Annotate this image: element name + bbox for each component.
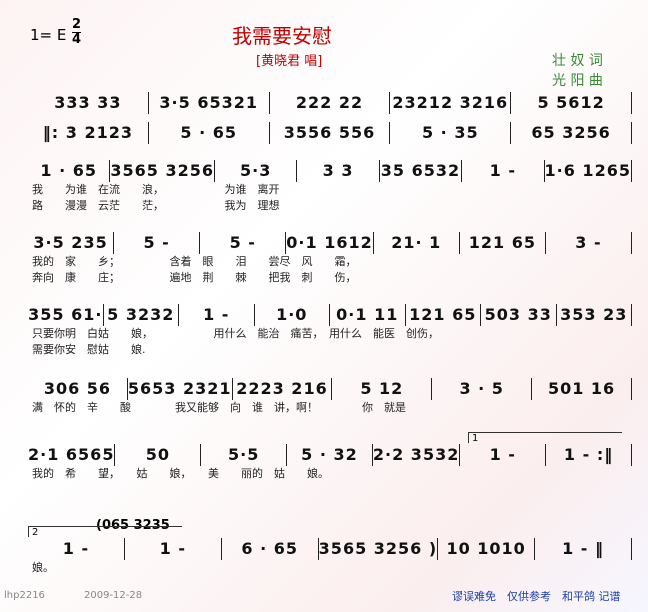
key: 1= E — [30, 26, 67, 44]
measure: 2·1 6565 — [28, 444, 116, 466]
measure: 333 33 — [28, 92, 149, 114]
measure: 5·3 — [215, 160, 298, 182]
measures: ‖: 3 2123 5 · 65 3556 556 5 · 35 65 3256 — [28, 122, 632, 144]
measure: 35 6532 — [380, 160, 463, 182]
measure: 1 - — [28, 538, 125, 560]
lyric-line: 我的 希 望， 姑 娘， 美 丽的 姑 娘。 — [32, 467, 329, 480]
measure: 0·1 1612 — [286, 232, 374, 254]
measure: 3·5 235 — [28, 232, 115, 254]
measure: 1 - :‖ — [546, 444, 632, 466]
composer: 光 阳 曲 — [552, 73, 603, 89]
measure: 1·0 — [255, 304, 330, 326]
score-row: (065 3235 2 1 -1 -6 · 65 3565 3256 ) 10 1010… — [28, 518, 632, 576]
measure: 2223 216 — [233, 378, 333, 400]
measure: 5 · 35 — [390, 122, 512, 144]
measure: 5 · 32 — [287, 444, 373, 466]
lyric-line: 需要你安 慰姑 娘. — [32, 343, 146, 356]
measure: 5 - — [200, 232, 287, 254]
measure: 503 33 — [481, 304, 557, 326]
measure: 3 3 — [297, 160, 380, 182]
measure: 121 65 — [406, 304, 481, 326]
measure: 5 · 65 — [149, 122, 270, 144]
measure: 50 — [115, 444, 202, 466]
lyricist: 壮 奴 词 — [552, 53, 603, 69]
score-row: 306 56 5653 2321 2223 216 5 12 3 · 5 501 16 满 … — [28, 378, 633, 416]
measure: 3 - — [546, 232, 633, 254]
footer-note: 谬误难免 仅供参考 和平鸽 记谱 — [452, 590, 621, 603]
lyric-line: 只要你明 白姑 娘， 用什么 能治 痛苦， 用什么 能医 创伤， — [32, 327, 439, 340]
lyric-line: 奔向 康 庄； 遍地 荆 棘 把我 刺 伤， — [32, 271, 357, 284]
score-row: 1 2·1 6565 50 5·5 5 · 32 2·2 3532 1 -1 - :‖ 我的 … — [28, 432, 632, 482]
measures: 306 56 5653 2321 2223 216 5 12 3 · 5 501 16 — [28, 378, 633, 400]
measure: 3565 3256 ) — [318, 538, 439, 560]
title: 我需要安慰 — [232, 24, 332, 48]
measure: 3·5 65321 — [149, 92, 270, 114]
intro-notes: (065 3235 — [96, 518, 170, 533]
time-bottom: 4 — [72, 32, 82, 47]
measure: 1 - — [179, 304, 255, 326]
measure: 121 65 — [460, 232, 546, 254]
measure: 5·5 — [201, 444, 288, 466]
measures: 1 · 65 3565 3256 5·3 3 3 35 6532 1 -1·6 1265 — [28, 160, 632, 182]
measure: ‖: 3 2123 — [28, 122, 149, 144]
measure: 10 1010 — [438, 538, 536, 560]
measures: 3·5 235 5 -5 -0·1 1612 21· 1 121 65 3 - — [28, 232, 633, 254]
measures: 1 -1 -6 · 65 3565 3256 ) 10 1010 1 - ‖ — [28, 538, 632, 560]
measure: 1 - — [125, 538, 222, 560]
footer-id: lhp2216 — [4, 590, 45, 601]
score-row: 333 33 3·5 65321 222 22 23212 3216 5 5612 — [28, 92, 632, 114]
measure: 0·1 11 — [330, 304, 406, 326]
measure: 1 - — [460, 444, 547, 466]
measure: 306 56 — [28, 378, 128, 400]
measure: 353 23 — [557, 304, 632, 326]
measure: 501 16 — [532, 378, 633, 400]
measure: 5 12 — [332, 378, 433, 400]
measure: 3 · 5 — [432, 378, 533, 400]
measure: 5 5612 — [511, 92, 632, 114]
measures: 333 33 3·5 65321 222 22 23212 3216 5 5612 — [28, 92, 632, 114]
measure: 1·6 1265 — [544, 160, 632, 182]
measure: 1 - ‖ — [535, 538, 632, 560]
lyric-line: 娘。 — [32, 561, 54, 574]
measure: 1 · 65 — [28, 160, 111, 182]
lyric-line: 我 为谁 在流 浪， 为谁 离开 — [32, 183, 280, 196]
score-row: ‖: 3 2123 5 · 65 3556 556 5 · 35 65 3256 — [28, 122, 632, 144]
volta-label: 2 — [28, 526, 182, 538]
measure: 5653 2321 — [127, 378, 233, 400]
measure: 222 22 — [270, 92, 391, 114]
measure: 355 61· — [28, 304, 104, 326]
time-top: 2 — [72, 17, 82, 32]
measure: 3556 556 — [270, 122, 391, 144]
measure: 5 3232 — [104, 304, 179, 326]
measures: 355 61· 5 3232 1 -1·0 0·1 11 121 65 503 33 353… — [28, 304, 632, 326]
measure: 23212 3216 — [390, 92, 512, 114]
measure: 1 - — [462, 160, 545, 182]
measure: 5 - — [114, 232, 201, 254]
measure: 2·2 3532 — [372, 444, 461, 466]
lyric-line: 我的 家 乡； 含着 眼 泪 尝尽 风 霜， — [32, 255, 357, 268]
singer: [黄晓君 唱] — [256, 54, 323, 69]
lyric-line: 满 怀的 辛 酸 我又能够 向 谁 讲，啊！ 你 就是 — [32, 401, 406, 414]
measure: 65 3256 — [511, 122, 632, 144]
score-row: 355 61· 5 3232 1 -1·0 0·1 11 121 65 503 33 353… — [28, 304, 632, 358]
measures: 2·1 6565 50 5·5 5 · 32 2·2 3532 1 -1 - :‖ — [28, 444, 632, 466]
volta-label: 1 — [468, 432, 622, 444]
measure: 6 · 65 — [222, 538, 319, 560]
footer-date: 2009-12-28 — [84, 590, 143, 601]
measure: 21· 1 — [374, 232, 460, 254]
score-row: 3·5 235 5 -5 -0·1 1612 21· 1 121 65 3 - 我的 家 … — [28, 232, 633, 286]
score-row: 1 · 65 3565 3256 5·3 3 3 35 6532 1 -1·6 1265 我… — [28, 160, 632, 214]
measure: 3565 3256 — [110, 160, 216, 182]
lyric-line: 路 漫漫 云茫 茫， 我为 理想 — [32, 199, 280, 212]
